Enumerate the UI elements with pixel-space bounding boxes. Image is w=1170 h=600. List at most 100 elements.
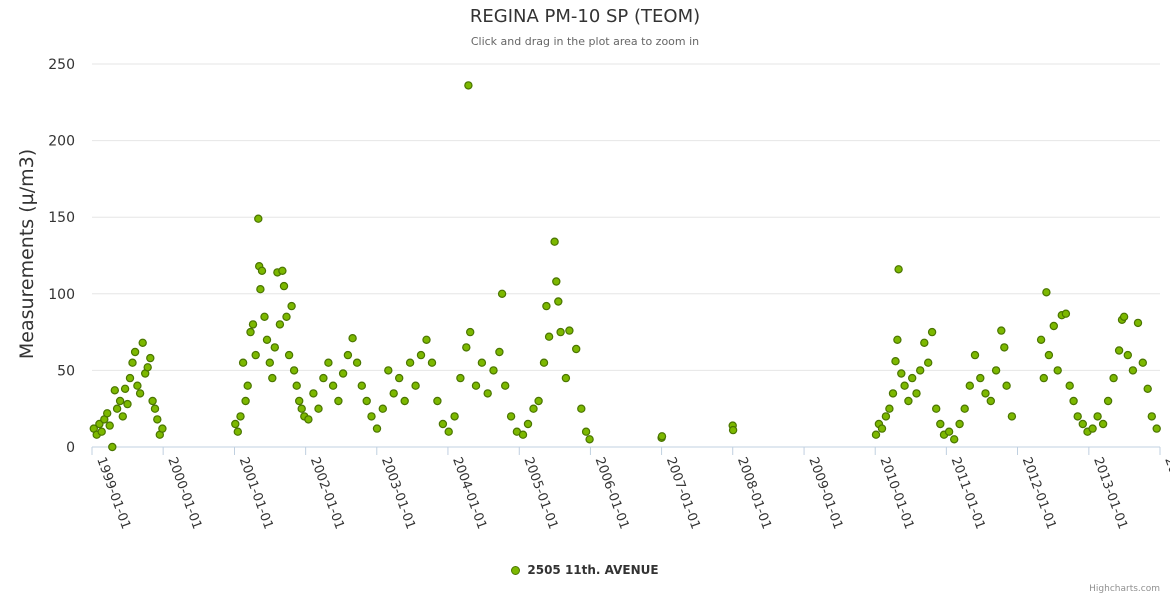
data-point[interactable] xyxy=(542,301,551,311)
data-point[interactable] xyxy=(891,357,900,366)
credits-link[interactable]: Highcharts.com xyxy=(1089,584,1160,594)
data-point[interactable] xyxy=(924,358,933,367)
data-point[interactable] xyxy=(885,404,894,413)
data-point[interactable] xyxy=(1036,335,1046,344)
data-point[interactable] xyxy=(411,381,420,390)
data-point[interactable] xyxy=(102,409,112,418)
data-point[interactable] xyxy=(550,237,559,246)
data-point[interactable] xyxy=(248,320,258,329)
data-point[interactable] xyxy=(348,334,357,343)
data-point[interactable] xyxy=(1049,321,1059,331)
data-point[interactable] xyxy=(462,343,471,352)
data-point[interactable] xyxy=(1078,419,1088,429)
data-point[interactable] xyxy=(292,381,301,390)
data-point[interactable] xyxy=(976,373,985,383)
data-point[interactable] xyxy=(1061,309,1071,318)
data-point[interactable] xyxy=(556,327,565,337)
data-point[interactable] xyxy=(1128,366,1138,375)
data-point[interactable] xyxy=(238,358,248,367)
data-point[interactable] xyxy=(1133,318,1143,328)
data-point[interactable] xyxy=(1044,350,1054,360)
data-point[interactable] xyxy=(265,358,274,367)
data-point[interactable] xyxy=(97,427,106,436)
data-point[interactable] xyxy=(1093,412,1102,421)
data-point[interactable] xyxy=(158,424,167,433)
data-point[interactable] xyxy=(506,412,516,421)
data-point[interactable] xyxy=(115,396,125,406)
data-point[interactable] xyxy=(450,412,459,421)
data-point[interactable] xyxy=(1109,373,1118,383)
data-point[interactable] xyxy=(932,404,941,413)
data-point[interactable] xyxy=(384,366,393,375)
data-point[interactable] xyxy=(893,335,902,344)
data-point[interactable] xyxy=(433,396,442,406)
data-point[interactable] xyxy=(1007,412,1017,421)
data-point[interactable] xyxy=(1123,350,1133,360)
data-point[interactable] xyxy=(148,396,157,406)
data-point[interactable] xyxy=(143,363,152,372)
data-point[interactable] xyxy=(1065,381,1074,390)
data-point[interactable] xyxy=(1053,366,1062,375)
data-point[interactable] xyxy=(251,350,260,360)
data-point[interactable] xyxy=(367,412,376,421)
data-point[interactable] xyxy=(464,81,473,90)
data-point[interactable] xyxy=(1042,288,1051,297)
data-point[interactable] xyxy=(920,338,929,347)
data-point[interactable] xyxy=(130,347,140,357)
data-point[interactable] xyxy=(1103,396,1113,406)
data-point[interactable] xyxy=(897,369,906,378)
data-point[interactable] xyxy=(1002,381,1011,390)
data-point[interactable] xyxy=(304,415,313,424)
data-point[interactable] xyxy=(1098,419,1108,429)
data-point[interactable] xyxy=(233,427,242,436)
data-point[interactable] xyxy=(1138,358,1148,367)
data-point[interactable] xyxy=(728,425,738,435)
data-point[interactable] xyxy=(456,373,465,383)
data-point[interactable] xyxy=(466,327,475,337)
data-point[interactable] xyxy=(544,332,554,341)
data-point[interactable] xyxy=(997,326,1006,335)
data-point[interactable] xyxy=(981,389,990,398)
data-point[interactable] xyxy=(357,381,366,390)
data-point[interactable] xyxy=(552,277,561,286)
data-point[interactable] xyxy=(128,358,137,367)
data-point[interactable] xyxy=(965,381,975,390)
data-point[interactable] xyxy=(1143,384,1152,393)
data-point[interactable] xyxy=(916,366,925,375)
data-point[interactable] xyxy=(523,419,533,429)
data-point[interactable] xyxy=(257,266,267,275)
data-point[interactable] xyxy=(877,424,887,433)
data-point[interactable] xyxy=(438,419,448,429)
data-point[interactable] xyxy=(125,373,135,383)
data-point[interactable] xyxy=(936,419,945,429)
data-point[interactable] xyxy=(287,301,296,311)
data-point[interactable] xyxy=(138,338,147,347)
data-point[interactable] xyxy=(565,326,574,335)
data-point[interactable] xyxy=(1119,312,1129,321)
data-point[interactable] xyxy=(133,381,142,390)
data-point[interactable] xyxy=(900,381,909,390)
data-point[interactable] xyxy=(888,389,898,398)
data-point[interactable] xyxy=(1073,412,1082,421)
data-point[interactable] xyxy=(334,396,343,406)
data-point[interactable] xyxy=(554,297,563,306)
legend-item-series[interactable]: 2505 11th. AVENUE xyxy=(511,563,659,577)
data-point[interactable] xyxy=(120,384,130,393)
data-point[interactable] xyxy=(278,266,287,275)
data-point[interactable] xyxy=(581,427,591,436)
data-point[interactable] xyxy=(243,381,252,390)
data-point[interactable] xyxy=(657,432,667,441)
data-point[interactable] xyxy=(1039,373,1049,383)
data-point[interactable] xyxy=(282,312,291,321)
data-point[interactable] xyxy=(338,369,348,378)
data-point[interactable] xyxy=(561,373,571,383)
data-point[interactable] xyxy=(422,335,431,344)
data-point[interactable] xyxy=(871,430,881,439)
data-point[interactable] xyxy=(585,435,594,444)
data-point[interactable] xyxy=(279,281,289,291)
data-point[interactable] xyxy=(284,350,294,360)
data-point[interactable] xyxy=(389,389,398,398)
data-point[interactable] xyxy=(319,373,328,383)
data-point[interactable] xyxy=(908,373,917,383)
